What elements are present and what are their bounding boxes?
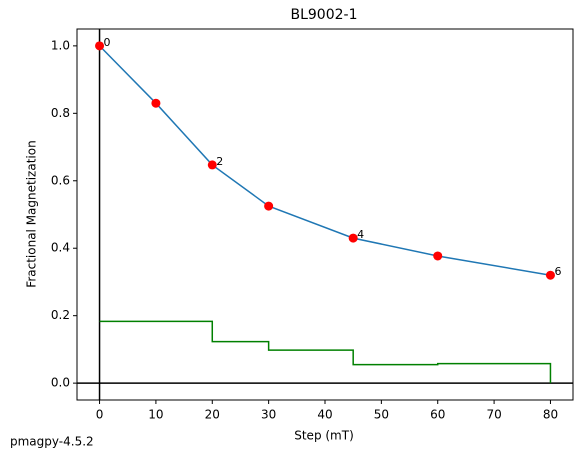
x-tick-label: 50 [374, 408, 389, 422]
step-line [99, 320, 552, 384]
x-tick-label: 40 [317, 408, 332, 422]
x-tick-label: 20 [205, 408, 220, 422]
point-label: 6 [554, 265, 561, 278]
y-tick-label: 1.0 [51, 38, 70, 52]
plot-frame [76, 28, 574, 401]
x-tick-label: 30 [261, 408, 276, 422]
y-tick-label: 0.4 [51, 241, 70, 255]
data-point [264, 201, 274, 211]
y-tick-label: 0.0 [51, 376, 70, 390]
x-tick-label: 60 [430, 408, 445, 422]
chart-title: BL9002-1 [291, 7, 358, 23]
data-point [433, 251, 443, 261]
data-point [348, 233, 358, 243]
data-point [151, 98, 161, 108]
x-tick-label: 0 [96, 408, 104, 422]
x-axis-label: Step (mT) [294, 429, 354, 443]
data-point [95, 41, 105, 51]
footer: pmagpy-4.5.2 [10, 435, 94, 449]
data-point [545, 270, 555, 280]
y-axis-label: Fractional Magnetization [25, 140, 39, 287]
x-tick-label: 10 [148, 408, 163, 422]
y-tick-label: 0.2 [51, 308, 70, 322]
data-point [207, 160, 217, 170]
point-label: 2 [216, 155, 223, 168]
point-label: 0 [104, 36, 111, 49]
data-line [99, 45, 551, 276]
x-tick-label: 70 [486, 408, 501, 422]
x-tick-label: 80 [543, 408, 558, 422]
y-tick-label: 0.6 [51, 173, 70, 187]
point-label: 4 [357, 228, 364, 241]
y-tick-label: 0.8 [51, 106, 70, 120]
